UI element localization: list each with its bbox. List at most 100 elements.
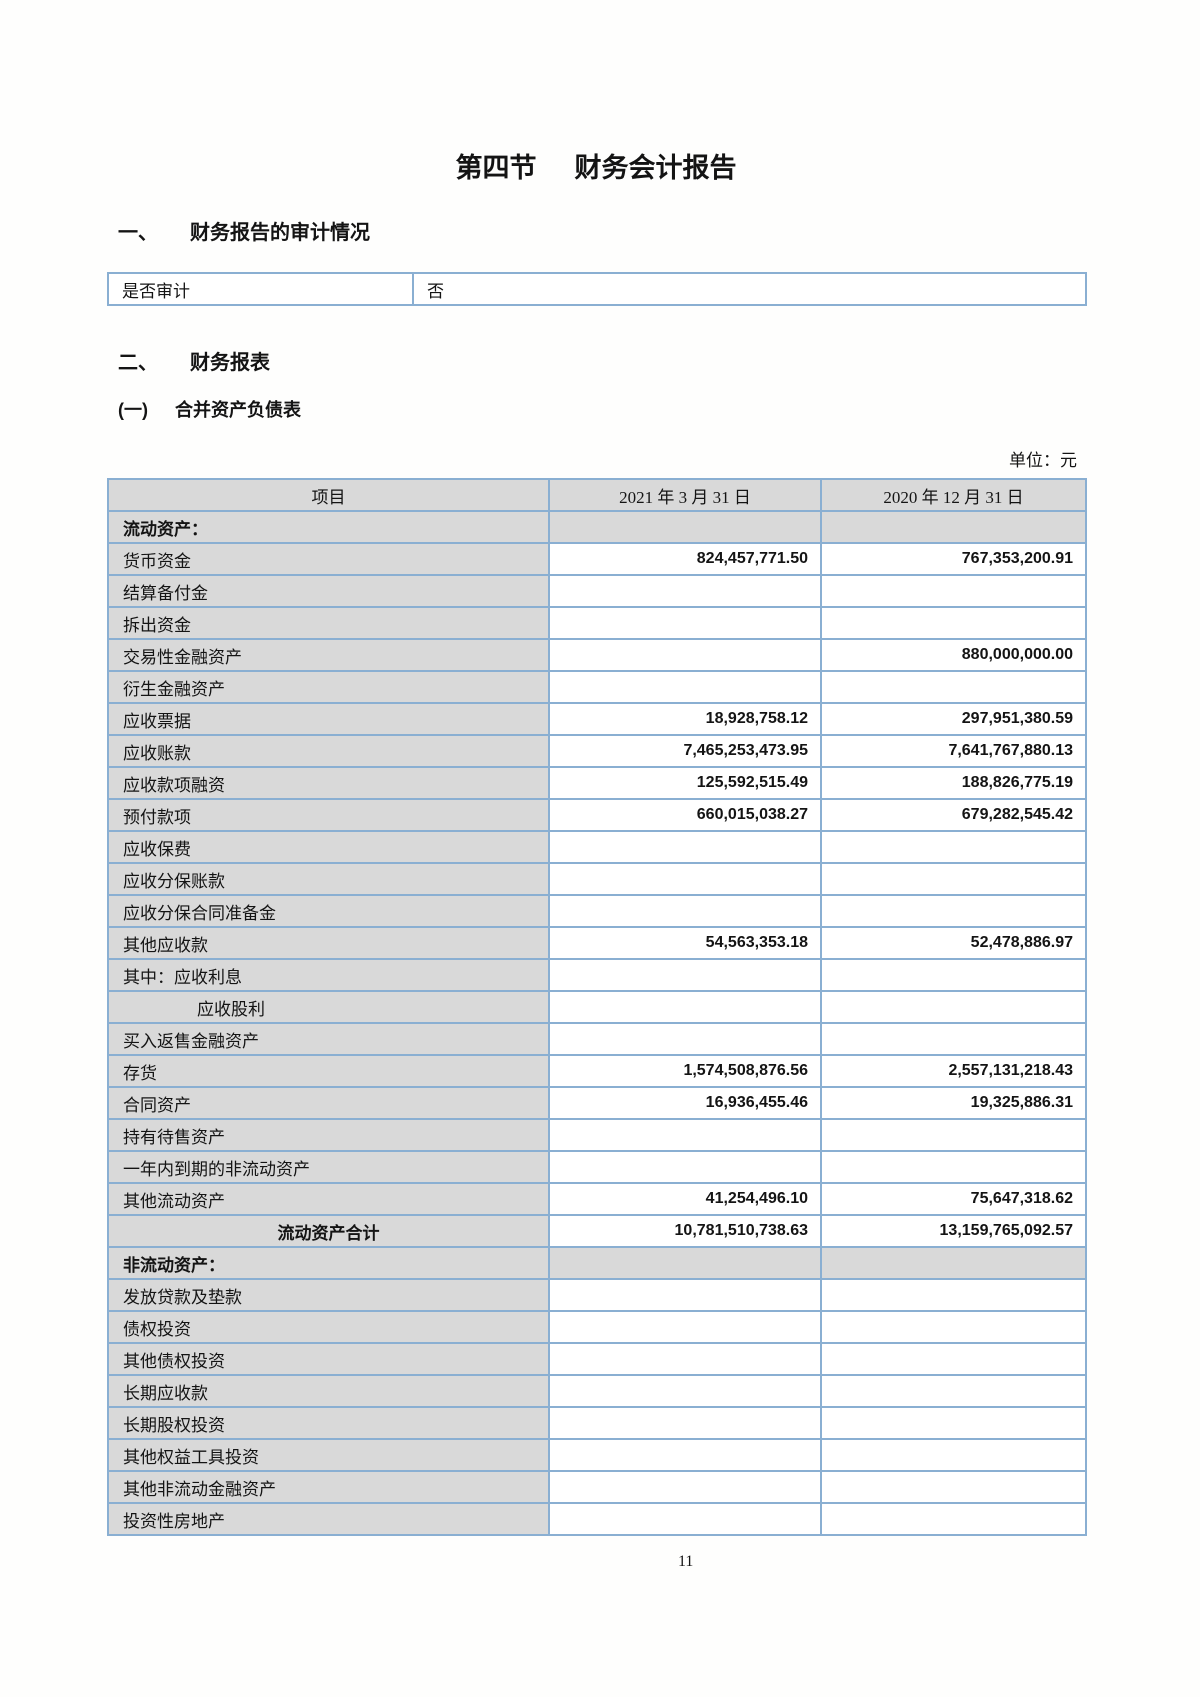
row-label: 其他非流动金融资产 [107,1470,550,1504]
value-2021-03-31 [548,862,822,896]
table-row: 其他流动资产 41,254,496.10 75,647,318.62 [107,1182,1087,1216]
table-row: 其中：应收利息 [107,958,1087,992]
value-2021-03-31 [548,990,822,1024]
value-2020-12-31: 52,478,886.97 [820,926,1087,960]
table-row: 应收分保账款 [107,862,1087,896]
table-row: 存货 1,574,508,876.56 2,557,131,218.43 [107,1054,1087,1088]
value-2021-03-31 [548,638,822,672]
value-2020-12-31 [820,574,1087,608]
value-2020-12-31 [820,894,1087,928]
value-2021-03-31 [548,1022,822,1056]
table-row: 应收票据 18,928,758.12 297,951,380.59 [107,702,1087,736]
value-2021-03-31 [548,1118,822,1152]
table-row: 合同资产 16,936,455.46 19,325,886.31 [107,1086,1087,1120]
value-2021-03-31 [548,1246,822,1280]
table-row: 流动资产合计 10,781,510,738.63 13,159,765,092.57 [107,1214,1087,1248]
row-label: 应收保费 [107,830,550,864]
table-row: 买入返售金融资产 [107,1022,1087,1056]
row-label: 流动资产： [107,510,550,544]
value-2020-12-31 [820,862,1087,896]
table-row: 其他债权投资 [107,1342,1087,1376]
row-label: 预付款项 [107,798,550,832]
value-2020-12-31 [820,510,1087,544]
value-2021-03-31 [548,1374,822,1408]
value-2020-12-31 [820,958,1087,992]
row-label: 其他债权投资 [107,1342,550,1376]
table-row: 应收分保合同准备金 [107,894,1087,928]
row-label: 买入返售金融资产 [107,1022,550,1056]
value-2021-03-31: 824,457,771.50 [548,542,822,576]
value-2020-12-31 [820,990,1087,1024]
table-row: 长期股权投资 [107,1406,1087,1440]
page-title-section-number: 第四节 [455,153,537,183]
value-2020-12-31 [820,1118,1087,1152]
value-2020-12-31: 13,159,765,092.57 [820,1214,1087,1248]
value-2021-03-31: 54,563,353.18 [548,926,822,960]
row-label: 应收账款 [107,734,550,768]
value-2020-12-31 [820,1150,1087,1184]
value-2021-03-31: 41,254,496.10 [548,1182,822,1216]
table-row: 非流动资产： [107,1246,1087,1280]
row-label: 发放贷款及垫款 [107,1278,550,1312]
value-2021-03-31 [548,1310,822,1344]
table-row: 发放贷款及垫款 [107,1278,1087,1312]
value-2021-03-31 [548,894,822,928]
row-label: 长期股权投资 [107,1406,550,1440]
subsection-heading-label: 合并资产负债表 [175,400,301,420]
row-label: 应收款项融资 [107,766,550,800]
row-label: 其他应收款 [107,926,550,960]
value-2020-12-31: 767,353,200.91 [820,542,1087,576]
row-label: 债权投资 [107,1310,550,1344]
row-label: 应收分保合同准备金 [107,894,550,928]
row-label: 拆出资金 [107,606,550,640]
row-label: 应收分保账款 [107,862,550,896]
row-label: 一年内到期的非流动资产 [107,1150,550,1184]
value-2021-03-31 [548,574,822,608]
section-heading-label: 财务报告的审计情况 [190,222,370,244]
table-row: 其他权益工具投资 [107,1438,1087,1472]
value-2021-03-31 [548,606,822,640]
column-header-item: 项目 [107,478,550,512]
table-row: 其他非流动金融资产 [107,1470,1087,1504]
value-2020-12-31 [820,1438,1087,1472]
table-row: 应收账款 7,465,253,473.95 7,641,767,880.13 [107,734,1087,768]
row-label: 其他权益工具投资 [107,1438,550,1472]
table-row: 其他应收款 54,563,353.18 52,478,886.97 [107,926,1087,960]
value-2021-03-31: 18,928,758.12 [548,702,822,736]
section-index: 一、 [118,222,158,244]
table-row: 结算备付金 [107,574,1087,608]
row-label: 其中：应收利息 [107,958,550,992]
value-2020-12-31: 880,000,000.00 [820,638,1087,672]
value-2021-03-31 [548,510,822,544]
row-label: 衍生金融资产 [107,670,550,704]
value-2020-12-31: 188,826,775.19 [820,766,1087,800]
row-label: 交易性金融资产 [107,638,550,672]
column-header-2021-03-31: 2021 年 3 月 31 日 [548,478,822,512]
audit-answer-cell: 否 [412,272,1087,306]
row-label: 其他流动资产 [107,1182,550,1216]
value-2021-03-31 [548,1150,822,1184]
page-number: 11 [678,1553,694,1570]
row-label: 结算备付金 [107,574,550,608]
table-row: 货币资金 824,457,771.50 767,353,200.91 [107,542,1087,576]
value-2020-12-31: 679,282,545.42 [820,798,1087,832]
value-2021-03-31: 7,465,253,473.95 [548,734,822,768]
table-row: 持有待售资产 [107,1118,1087,1152]
value-2021-03-31 [548,1278,822,1312]
value-2020-12-31: 75,647,318.62 [820,1182,1087,1216]
table-row: 预付款项 660,015,038.27 679,282,545.42 [107,798,1087,832]
table-row: 交易性金融资产 880,000,000.00 [107,638,1087,672]
value-2020-12-31 [820,670,1087,704]
value-2021-03-31: 16,936,455.46 [548,1086,822,1120]
page-title-text: 财务会计报告 [574,153,737,183]
row-label: 长期应收款 [107,1374,550,1408]
value-2020-12-31 [820,1406,1087,1440]
row-label: 非流动资产： [107,1246,550,1280]
value-2020-12-31: 297,951,380.59 [820,702,1087,736]
value-2020-12-31 [820,830,1087,864]
value-2021-03-31 [548,1438,822,1472]
value-2021-03-31: 1,574,508,876.56 [548,1054,822,1088]
value-2021-03-31 [548,830,822,864]
value-2021-03-31 [548,1470,822,1504]
